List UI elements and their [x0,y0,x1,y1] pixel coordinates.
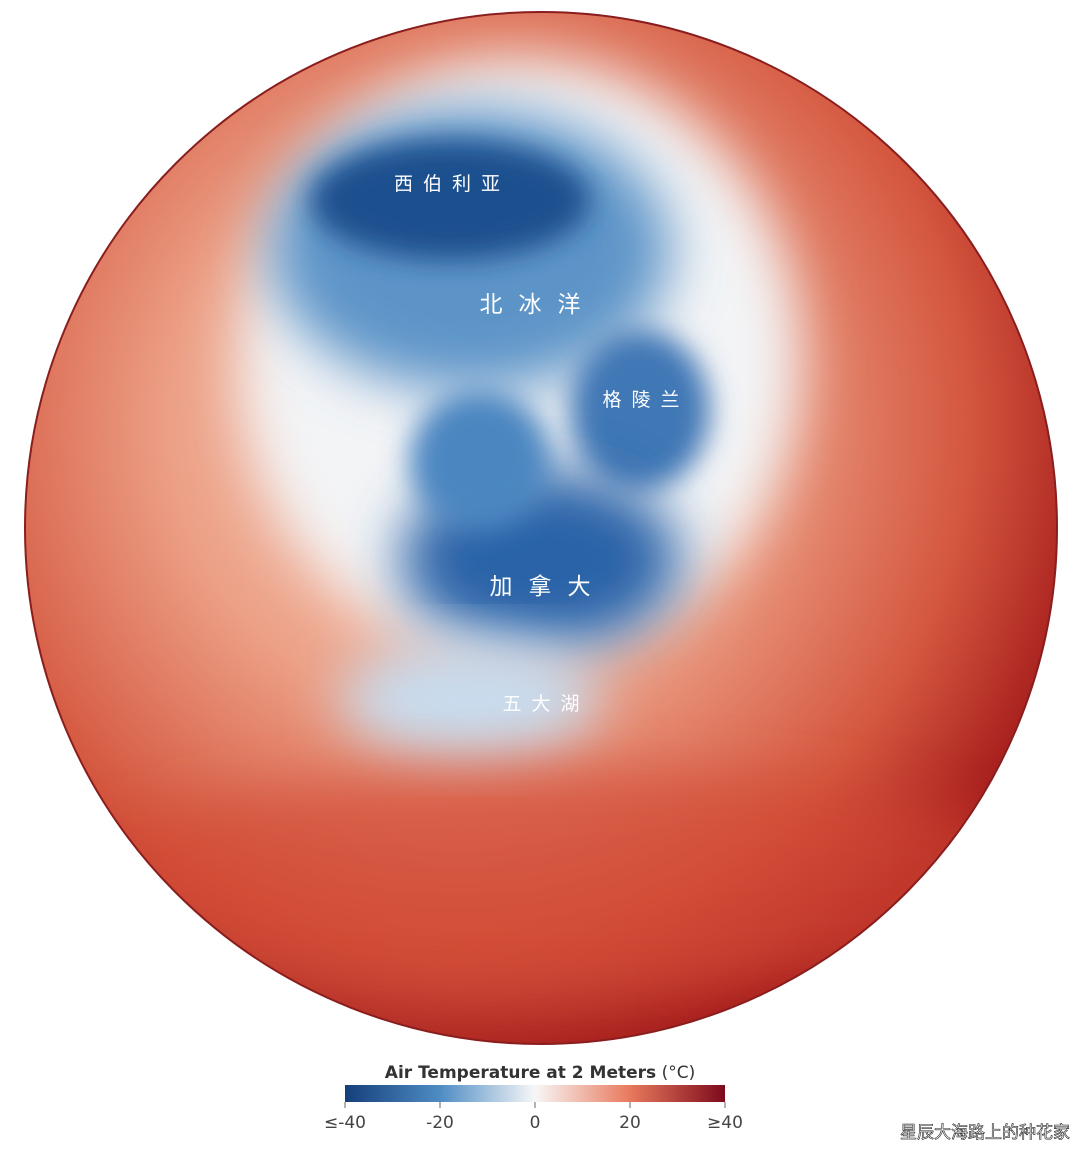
watermark: 星辰大海路上的种花家 [900,1123,1070,1143]
legend-title: Air Temperature at 2 Meters (°C) [385,1063,695,1083]
colorbar [345,1085,725,1102]
legend-title-text: Air Temperature at 2 Meters [385,1063,656,1083]
globe-edge [24,11,1058,1045]
region-label: 西伯利亚 [394,173,510,195]
region-label: 格陵兰 [602,389,689,411]
tick-label: 0 [530,1113,541,1133]
tick-label: 20 [619,1113,641,1133]
tick-label: ≥40 [707,1113,743,1133]
region-label: 五大湖 [502,693,589,715]
legend-unit: (°C) [662,1063,696,1083]
colorbar-ticks: ≤-40 -20 0 20 ≥40 [324,1102,743,1133]
globe [25,12,1057,1044]
region-label: 北冰洋 [480,292,597,318]
tick-label: -20 [426,1113,454,1133]
tick-label: ≤-40 [324,1113,366,1133]
region-label: 加拿大 [490,573,607,600]
